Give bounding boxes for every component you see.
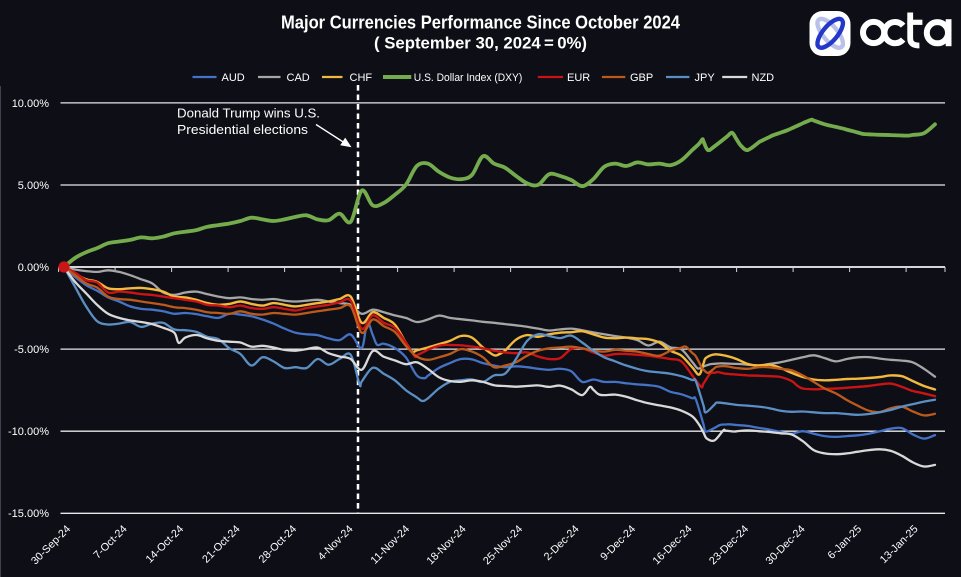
svg-text:-15.00%: -15.00%	[8, 508, 49, 520]
svg-text:U.S. Dollar Index (DXY): U.S. Dollar Index (DXY)	[414, 72, 523, 84]
svg-text:CHF: CHF	[350, 72, 373, 84]
svg-text:GBP: GBP	[630, 72, 653, 84]
svg-text:NZD: NZD	[752, 72, 775, 84]
svg-text:0.00%: 0.00%	[18, 262, 49, 274]
svg-text:Major Currencies Performance S: Major Currencies Performance Since Octob…	[281, 12, 681, 33]
svg-text:-5.00%: -5.00%	[14, 344, 49, 356]
svg-text:5.00%: 5.00%	[18, 180, 49, 192]
svg-text:( September 30, 2024 = 0%): ( September 30, 2024 = 0%)	[374, 34, 587, 53]
svg-text:Presidential elections: Presidential elections	[177, 122, 308, 137]
svg-text:JPY: JPY	[695, 72, 716, 84]
svg-text:10.00%: 10.00%	[12, 98, 50, 110]
svg-text:CAD: CAD	[287, 72, 310, 84]
svg-text:Donald Trump wins U.S.: Donald Trump wins U.S.	[177, 106, 320, 121]
svg-text:EUR: EUR	[567, 72, 590, 84]
svg-text:-10.00%: -10.00%	[8, 426, 49, 438]
svg-text:AUD: AUD	[222, 72, 245, 84]
